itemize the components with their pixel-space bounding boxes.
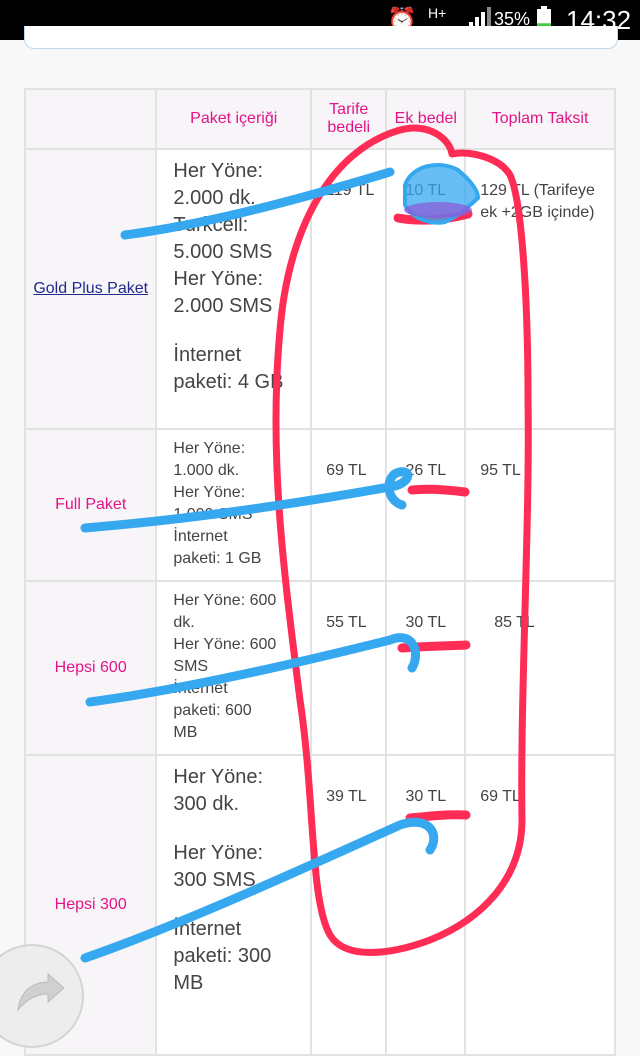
content-line: paketi: 600: [173, 702, 252, 719]
previous-section-box: [24, 26, 618, 49]
content-line: İnternet: [173, 918, 242, 940]
table-row: Hepsi 600 Her Yöne: 600 dk. Her Yöne: 60…: [23, 580, 616, 756]
content-line: İnternet: [173, 344, 242, 366]
table-row: Gold Plus Paket Her Yöne: 2.000 dk. Turk…: [23, 148, 616, 430]
ek-value: 30 TL: [385, 580, 467, 756]
table-header-row: Paket içeriği Tarife bedeli Ek bedel Top…: [23, 88, 616, 150]
content-line: 2.000 dk.: [173, 187, 256, 209]
package-content: Her Yöne: 2.000 dk. Turkcell: 5.000 SMS …: [155, 148, 313, 430]
content-line: Her Yöne: 600: [173, 636, 277, 653]
header-content: Paket içeriği: [155, 88, 313, 150]
toplam-value: 69 TL: [464, 754, 616, 1056]
content-line: 300 SMS: [173, 869, 256, 891]
content-line: 2.000 SMS: [173, 295, 273, 317]
content-line: Her Yöne:: [173, 268, 264, 290]
content-line: paketi: 4 GB: [173, 371, 284, 393]
network-type: H+: [428, 5, 447, 21]
package-content: Her Yöne: 600 dk. Her Yöne: 600 SMS İnte…: [155, 580, 313, 756]
content-line: paketi: 1 GB: [173, 550, 262, 567]
ek-value: 26 TL: [385, 428, 467, 582]
content-line: MB: [173, 972, 204, 994]
tarife-value: 119 TL: [310, 148, 388, 430]
tarife-value: 55 TL: [310, 580, 388, 756]
toplam-value: 95 TL: [464, 428, 616, 582]
table-row: Hepsi 300 Her Yöne: 300 dk. Her Yöne: 30…: [23, 754, 616, 1056]
content-line: İnternet: [173, 528, 228, 545]
content-line: Her Yöne:: [173, 484, 246, 501]
content-spacer: [173, 320, 310, 342]
content-line: SMS: [173, 658, 209, 675]
content-line: 1.000 dk.: [173, 462, 240, 479]
battery-percent: 35%: [494, 9, 531, 29]
content-line: 1.000 SMS: [173, 506, 253, 523]
content-line: paketi: 300: [173, 945, 272, 967]
content-line: Turkcell:: [173, 214, 249, 236]
package-content: Her Yöne: 1.000 dk. Her Yöne: 1.000 SMS …: [155, 428, 313, 582]
package-content: Her Yöne: 300 dk. Her Yöne: 300 SMS İnte…: [155, 754, 313, 1056]
signal-icon: [469, 7, 491, 29]
ek-value: 10 TL: [385, 148, 467, 430]
package-name[interactable]: Hepsi 600: [23, 580, 158, 756]
header-toplam: Toplam Taksit: [464, 88, 616, 150]
package-name[interactable]: Full Paket: [23, 428, 158, 582]
table-row: Full Paket Her Yöne: 1.000 dk. Her Yöne:…: [23, 428, 616, 582]
content-spacer: [173, 894, 310, 916]
header-ek: Ek bedel: [385, 88, 467, 150]
content-line: MB: [173, 724, 198, 741]
content-line: Her Yöne:: [173, 842, 264, 864]
content-line: 300 dk.: [173, 793, 239, 815]
curved-back-arrow-icon: [17, 972, 65, 1012]
toplam-value: 85 TL: [464, 580, 616, 756]
toplam-value: 129 TL (Tarifeye ek +2GB içinde): [464, 148, 616, 430]
content-line: İnternet: [173, 680, 228, 697]
header-tarife: Tarife bedeli: [310, 88, 388, 150]
content-line: dk.: [173, 614, 195, 631]
content-spacer: [173, 818, 310, 840]
content-line: Her Yöne:: [173, 766, 264, 788]
content-line: Her Yöne: 600: [173, 592, 277, 609]
package-table: Paket içeriği Tarife bedeli Ek bedel Top…: [23, 88, 616, 1056]
tarife-value: 69 TL: [310, 428, 388, 582]
package-name-link[interactable]: Gold Plus Paket: [23, 148, 158, 430]
tarife-value: 39 TL: [310, 754, 388, 1056]
ek-value: 30 TL: [385, 754, 467, 1056]
content-line: 5.000 SMS: [173, 241, 273, 263]
content-line: Her Yöne:: [173, 440, 246, 457]
content-line: Her Yöne:: [173, 160, 264, 182]
header-empty: [23, 88, 158, 150]
